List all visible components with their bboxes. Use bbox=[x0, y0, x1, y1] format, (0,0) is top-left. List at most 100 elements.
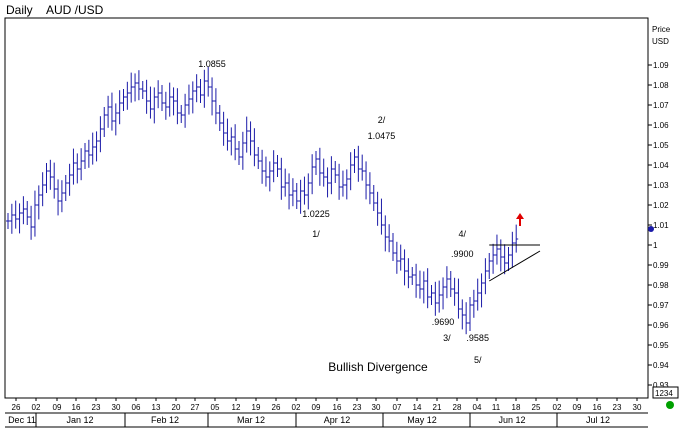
ohlc-bar bbox=[333, 161, 338, 183]
ohlc-bar bbox=[375, 191, 380, 226]
ohlc-bar bbox=[283, 168, 288, 197]
ohlc-bar bbox=[402, 249, 407, 286]
ohlc-bar bbox=[256, 147, 261, 169]
y-tick-label: 0.95 bbox=[653, 341, 669, 350]
ohlc-bar bbox=[233, 124, 238, 161]
ohlc-bar bbox=[56, 179, 61, 216]
x-month-label: May 12 bbox=[407, 415, 437, 425]
x-tick-label: 19 bbox=[252, 403, 261, 412]
wave-label: 1.0225 bbox=[302, 209, 330, 219]
ohlc-bar bbox=[9, 203, 14, 234]
ohlc-bar bbox=[48, 159, 53, 190]
y-tick-label: 1.04 bbox=[653, 161, 669, 170]
wave-label: 1.0855 bbox=[198, 59, 226, 69]
ohlc-bar bbox=[314, 151, 318, 175]
x-tick-label: 16 bbox=[593, 403, 602, 412]
ohlc-bar bbox=[406, 258, 411, 289]
ohlc-bar bbox=[510, 231, 515, 268]
x-tick-label: 27 bbox=[191, 403, 200, 412]
ohlc-bar bbox=[129, 72, 134, 103]
x-tick-label: 23 bbox=[613, 403, 622, 412]
ohlc-bar bbox=[198, 79, 203, 103]
ohlc-bar bbox=[29, 205, 34, 240]
ohlc-bar bbox=[491, 243, 496, 274]
ohlc-bar bbox=[194, 74, 199, 103]
ohlc-bar bbox=[267, 161, 272, 192]
y-tick-label: 1.08 bbox=[653, 81, 669, 90]
x-tick-label: 25 bbox=[532, 403, 541, 412]
x-tick-label: 12 bbox=[232, 403, 241, 412]
x-tick-label: 21 bbox=[433, 403, 442, 412]
ohlc-bar bbox=[379, 198, 384, 235]
ohlc-bar bbox=[163, 91, 168, 120]
x-month-label: Jul 12 bbox=[586, 415, 610, 425]
ohlc-bar bbox=[475, 278, 480, 311]
y-tick-label: 1.05 bbox=[653, 141, 669, 150]
ohlc-bar bbox=[75, 153, 80, 184]
x-tick-label: 16 bbox=[333, 403, 342, 412]
ohlc-bar bbox=[125, 81, 130, 110]
wave-label: 1.0475 bbox=[368, 131, 396, 141]
ohlc-bar bbox=[383, 215, 388, 252]
ohlc-bar bbox=[448, 271, 453, 297]
ohlc-bar bbox=[514, 224, 519, 253]
x-month-label: Jan 12 bbox=[66, 415, 93, 425]
ohlc-bar bbox=[102, 107, 107, 137]
ohlc-bar bbox=[321, 158, 326, 187]
x-tick-label: 14 bbox=[413, 403, 422, 412]
ohlc-bar bbox=[287, 173, 292, 210]
y-tick-label: 1.07 bbox=[653, 101, 669, 110]
symbol-label: AUD /USD bbox=[46, 3, 104, 17]
x-month-label: Mar 12 bbox=[237, 415, 265, 425]
ohlc-bar bbox=[398, 244, 403, 271]
x-tick-label: 23 bbox=[92, 403, 101, 412]
timeframe-label: Daily bbox=[6, 3, 33, 17]
ohlc-bar bbox=[229, 127, 234, 156]
y-tick-label: 0.93 bbox=[653, 381, 669, 390]
ohlc-bar bbox=[348, 152, 353, 191]
ohlc-bar bbox=[487, 253, 492, 279]
x-tick-label: 26 bbox=[12, 403, 21, 412]
wave-label: 3/ bbox=[443, 333, 451, 343]
last-price-dot bbox=[666, 401, 674, 409]
ohlc-bar bbox=[121, 89, 126, 111]
x-tick-label: 02 bbox=[553, 403, 562, 412]
ohlc-bar bbox=[460, 299, 465, 330]
ohlc-bar bbox=[32, 190, 37, 237]
ohlc-bar bbox=[71, 148, 76, 185]
x-tick-label: 09 bbox=[53, 403, 62, 412]
ohlc-bar bbox=[394, 241, 399, 274]
ohlc-bar bbox=[502, 244, 507, 275]
ohlc-bar bbox=[17, 203, 22, 234]
ohlc-bar bbox=[106, 95, 111, 128]
ohlc-bar bbox=[221, 111, 226, 146]
x-month-label: Apr 12 bbox=[324, 415, 351, 425]
ohlc-bar bbox=[109, 92, 114, 131]
ohlc-bar bbox=[248, 121, 253, 156]
ohlc-bar bbox=[414, 263, 419, 298]
ohlc-bar bbox=[183, 93, 188, 128]
ohlc-bar bbox=[21, 196, 26, 225]
ohlc-bar bbox=[360, 154, 365, 181]
ohlc-bar bbox=[317, 147, 322, 186]
x-tick-label: 18 bbox=[512, 403, 521, 412]
ohlc-bar bbox=[213, 88, 218, 125]
y-tick-label: 1.06 bbox=[653, 121, 669, 130]
ohlc-bar bbox=[279, 157, 284, 200]
ohlc-bar bbox=[152, 87, 157, 124]
ohlc-bar bbox=[206, 66, 211, 97]
triangle-lower-line bbox=[488, 250, 541, 282]
ohlc-bar bbox=[425, 268, 430, 309]
last-price-box bbox=[652, 386, 679, 399]
ohlc-bar bbox=[298, 179, 303, 214]
ohlc-bar bbox=[387, 224, 392, 253]
y-axis-label-usd: USD bbox=[652, 37, 669, 46]
ohlc-bar bbox=[356, 145, 361, 182]
x-month-label: Feb 12 bbox=[151, 415, 179, 425]
ohlc-bar bbox=[337, 163, 342, 200]
ohlc-bar bbox=[437, 280, 442, 313]
ohlc-bar bbox=[471, 289, 476, 318]
ohlc-bar bbox=[202, 69, 207, 108]
x-tick-label: 05 bbox=[211, 403, 220, 412]
x-tick-label: 30 bbox=[372, 403, 381, 412]
